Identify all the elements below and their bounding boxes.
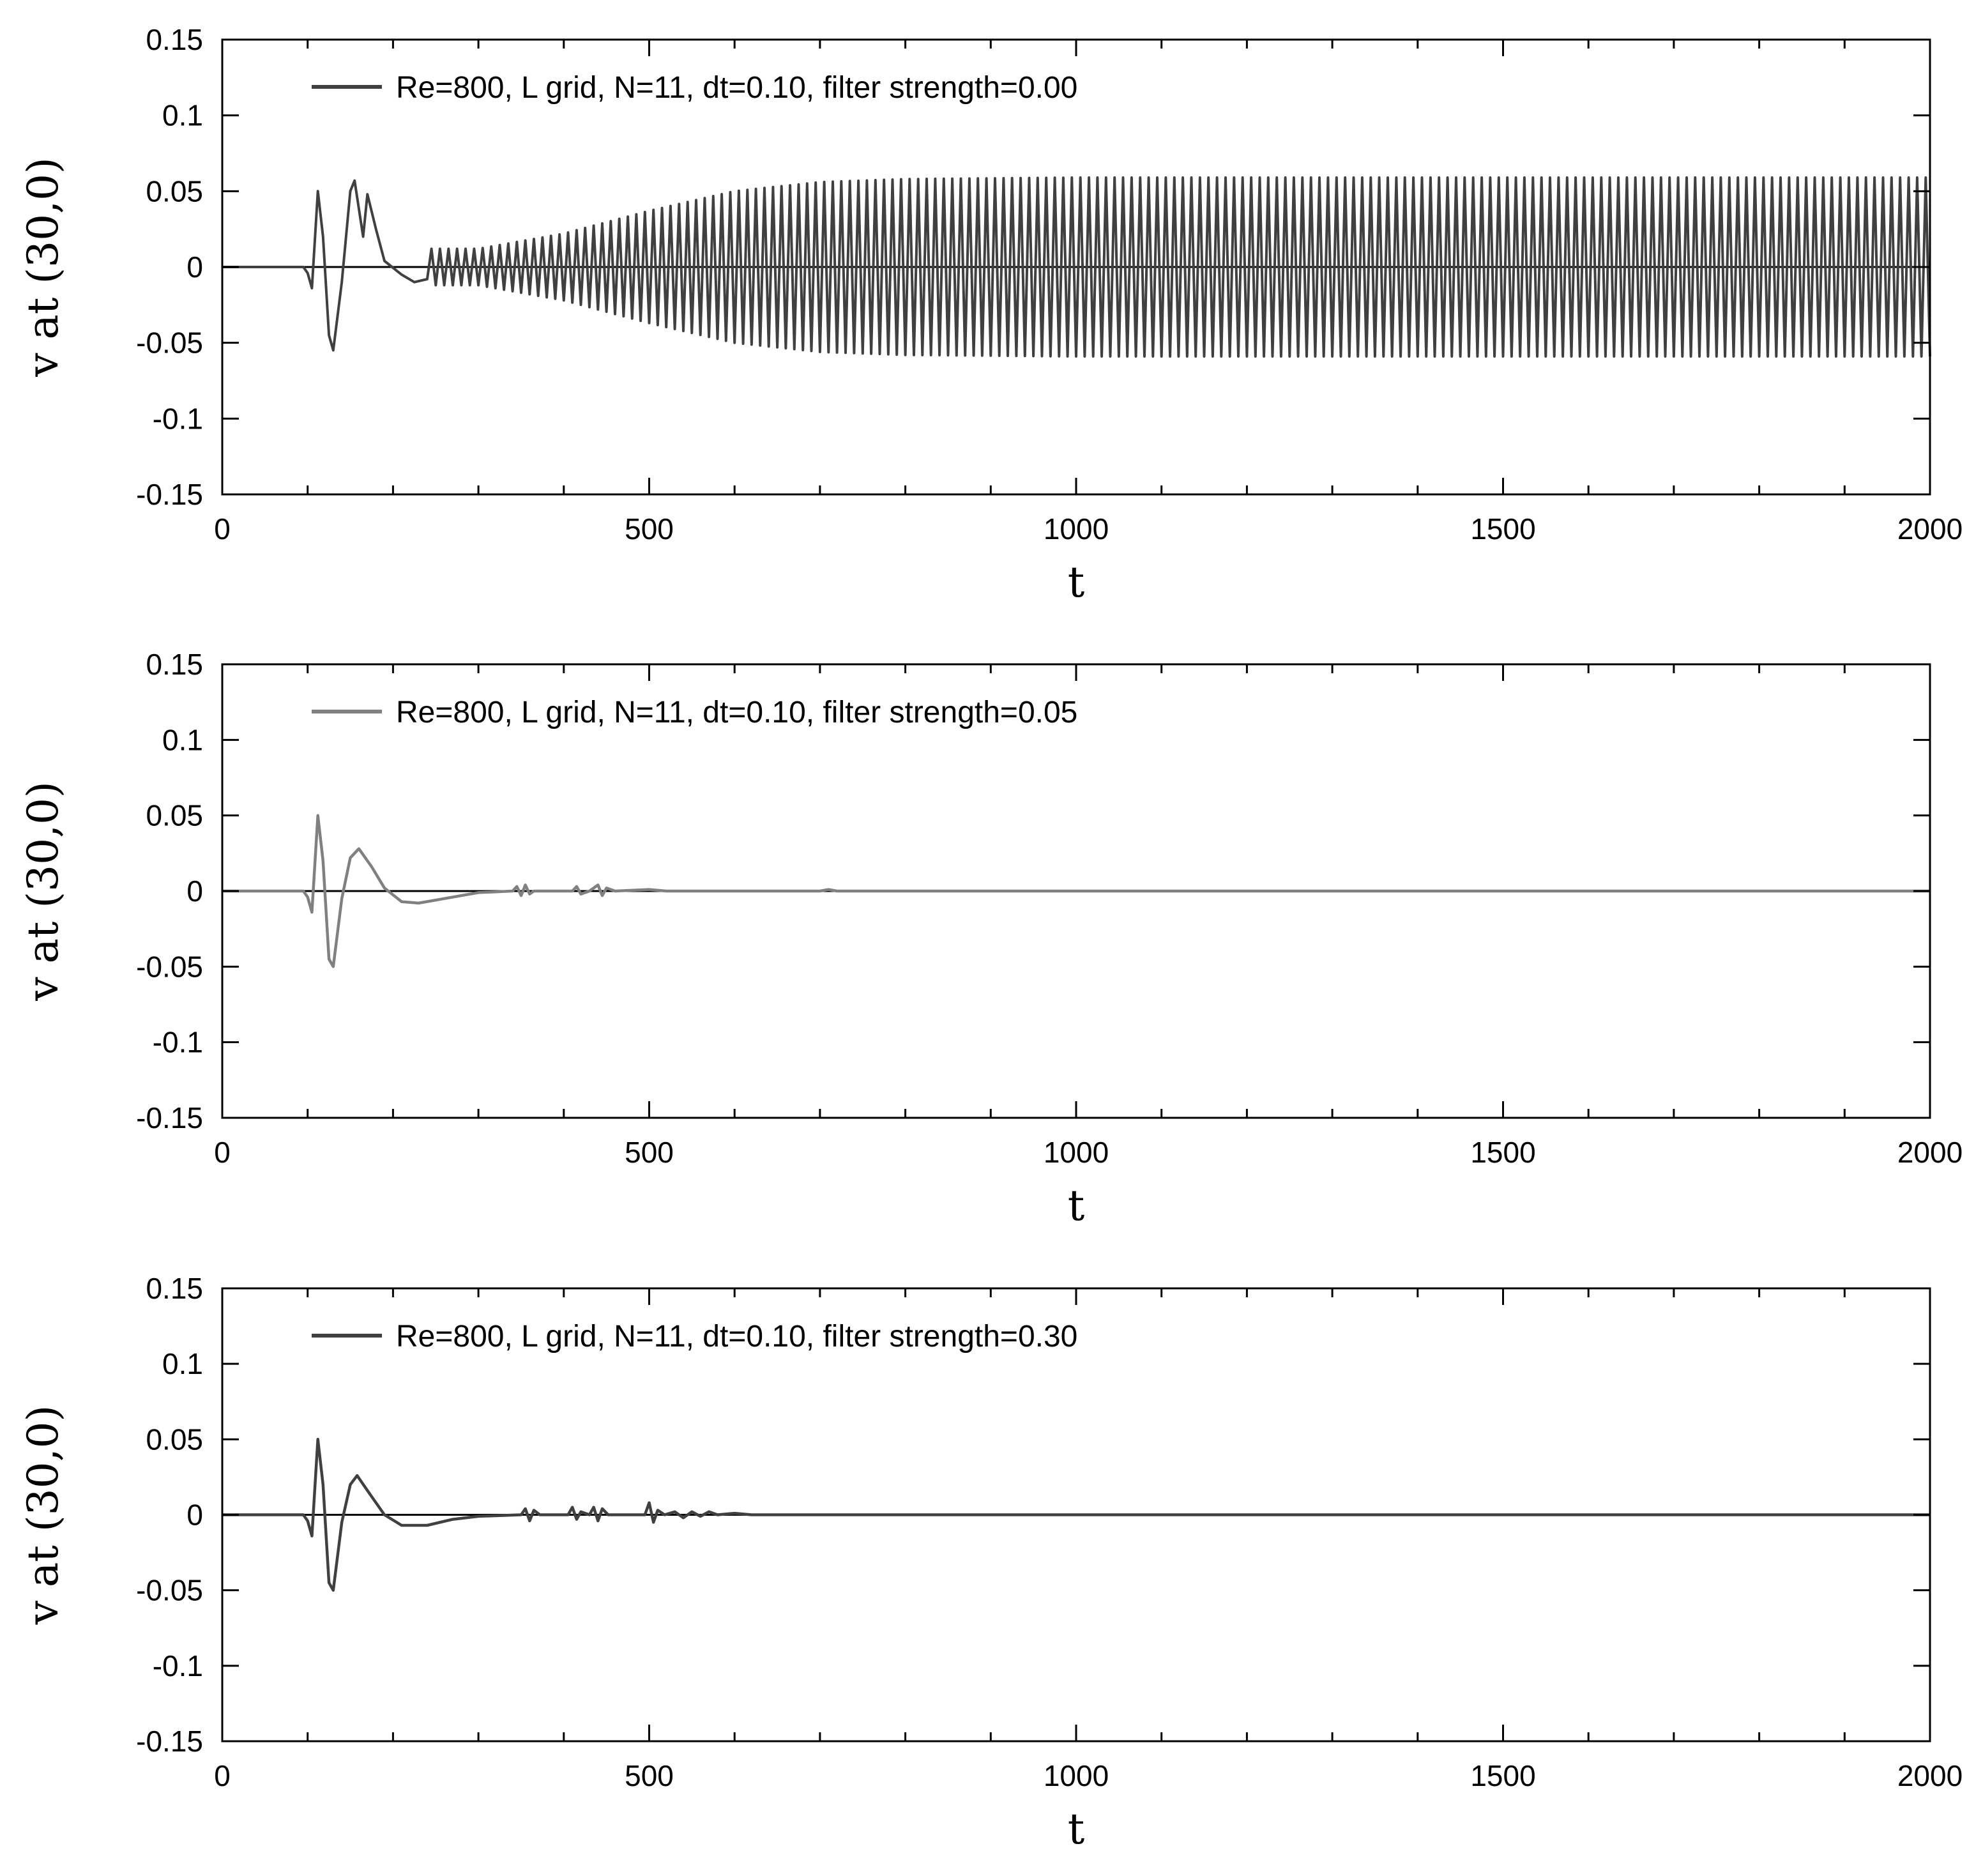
series-line: [222, 1438, 1930, 1592]
y-tick-label: -0.15: [136, 1725, 203, 1758]
y-tick-label: 0.1: [162, 723, 203, 756]
x-tick-label: 1500: [1470, 512, 1535, 545]
panel-1: Re=800, L grid, N=11, dt=0.10, filter st…: [19, 23, 1963, 607]
x-tick-label: 1000: [1044, 512, 1109, 545]
x-tick-label: 0: [214, 1136, 231, 1169]
y-tick-label: 0: [186, 1499, 203, 1532]
x-tick-label: 1000: [1044, 1136, 1109, 1169]
y-tick-label: 0.05: [146, 1422, 203, 1456]
y-tick-label: -0.1: [153, 1649, 203, 1682]
y-tick-label: 0.15: [146, 648, 203, 681]
x-tick-label: 500: [625, 1136, 674, 1169]
legend-label: Re=800, L grid, N=11, dt=0.10, filter st…: [396, 71, 1077, 105]
x-tick-label: 1500: [1470, 1136, 1535, 1169]
y-tick-label: 0.15: [146, 1272, 203, 1305]
x-tick-label: 500: [625, 512, 674, 545]
x-axis-label: t: [1068, 1181, 1085, 1230]
x-tick-label: 1000: [1044, 1759, 1109, 1792]
x-tick-label: 2000: [1897, 1759, 1963, 1792]
x-axis-label: t: [1068, 558, 1085, 607]
x-tick-label: 1500: [1470, 1759, 1535, 1792]
x-tick-label: 0: [214, 1759, 231, 1792]
x-tick-label: 0: [214, 512, 231, 545]
y-axis-label: v at (30,0): [19, 781, 68, 1002]
y-tick-label: 0: [186, 874, 203, 908]
y-tick-label: -0.05: [136, 326, 203, 360]
x-tick-label: 2000: [1897, 512, 1963, 545]
y-axis-label: v at (30,0): [19, 1405, 68, 1626]
y-tick-label: 0: [186, 250, 203, 284]
legend-label: Re=800, L grid, N=11, dt=0.10, filter st…: [396, 696, 1077, 729]
y-tick-label: 0.05: [146, 174, 203, 208]
y-axis-label: v at (30,0): [19, 157, 68, 377]
x-tick-label: 2000: [1897, 1136, 1963, 1169]
x-axis-label: t: [1068, 1804, 1085, 1854]
y-tick-label: -0.05: [136, 1574, 203, 1607]
panel-3: Re=800, L grid, N=11, dt=0.10, filter st…: [19, 1272, 1963, 1854]
y-tick-label: -0.15: [136, 478, 203, 511]
x-tick-label: 500: [625, 1759, 674, 1792]
y-tick-label: -0.15: [136, 1101, 203, 1134]
y-tick-label: 0.1: [162, 1347, 203, 1380]
y-tick-label: 0.1: [162, 99, 203, 132]
series-line: [222, 814, 1930, 968]
y-tick-label: -0.05: [136, 950, 203, 983]
y-tick-label: -0.1: [153, 1026, 203, 1059]
legend-label: Re=800, L grid, N=11, dt=0.10, filter st…: [396, 1320, 1077, 1354]
y-tick-label: 0.05: [146, 799, 203, 832]
y-tick-label: -0.1: [153, 402, 203, 435]
y-tick-label: 0.15: [146, 23, 203, 56]
panel-2: Re=800, L grid, N=11, dt=0.10, filter st…: [19, 648, 1963, 1230]
series-line: [222, 176, 1931, 358]
